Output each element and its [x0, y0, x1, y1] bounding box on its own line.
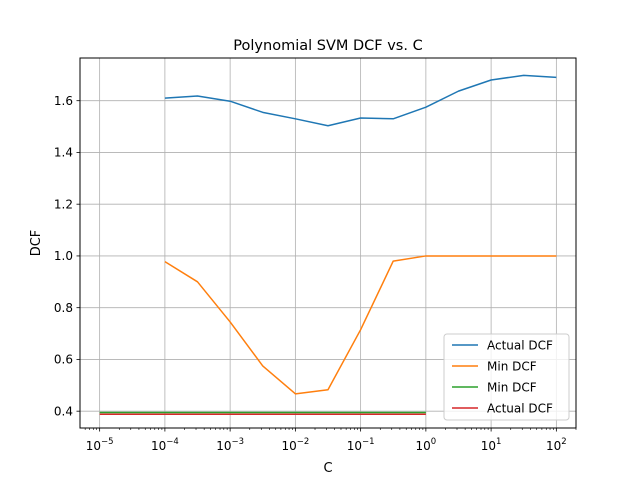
x-tick-exponent: 1	[496, 437, 501, 447]
y-axis: 0.4 0.6 0.8 1.0 1.2 1.4 1.6	[54, 94, 80, 418]
x-tick-exponent: 0	[431, 437, 436, 447]
x-tick-label: 10−5	[86, 437, 114, 453]
x-tick-base: 10	[281, 439, 296, 453]
x-tick-base: 10	[416, 439, 431, 453]
x-tick-exponent: 2	[561, 437, 566, 447]
x-tick-exponent: −3	[232, 437, 245, 447]
legend: Actual DCF Min DCF Min DCF Actual DCF	[443, 333, 570, 421]
x-tick-label: 10−1	[347, 437, 375, 453]
legend-label: Min DCF	[487, 380, 537, 394]
legend-label: Actual DCF	[487, 338, 553, 352]
y-tick-label: 0.6	[54, 353, 73, 367]
x-tick-label: 100	[416, 437, 437, 453]
x-tick-base: 10	[481, 439, 496, 453]
x-tick-exponent: −2	[297, 437, 310, 447]
x-tick-exponent: −4	[166, 437, 179, 447]
x-axis: 10−5 10−4 10−3 10−2 10−1 100 101 102	[84, 428, 577, 453]
y-tick-label: 0.8	[54, 301, 73, 315]
y-tick-label: 1.4	[54, 146, 73, 160]
x-tick-base: 10	[546, 439, 561, 453]
y-axis-label: DCF	[29, 230, 44, 257]
x-tick-label: 10−3	[216, 437, 244, 453]
series-line-1	[164, 255, 557, 395]
legend-label: Actual DCF	[487, 401, 553, 415]
x-tick-base: 10	[216, 439, 231, 453]
x-tick-label: 10−4	[151, 437, 179, 453]
x-tick-base: 10	[151, 439, 166, 453]
x-tick-label: 102	[546, 437, 567, 453]
x-tick-label: 10−2	[281, 437, 309, 453]
series-line-0	[164, 74, 557, 127]
legend-label: Min DCF	[487, 359, 537, 373]
y-tick-label: 1.6	[54, 94, 73, 108]
x-tick-label: 101	[481, 437, 502, 453]
x-tick-exponent: −5	[101, 437, 114, 447]
legend-box	[443, 333, 570, 421]
x-axis-label: C	[323, 461, 332, 476]
x-tick-exponent: −1	[362, 437, 375, 447]
y-tick-label: 1.2	[54, 197, 73, 211]
chart-title: Polynomial SVM DCF vs. C	[233, 38, 422, 54]
series-layer	[99, 74, 557, 416]
y-tick-label: 1.0	[54, 249, 73, 263]
y-tick-label: 0.4	[54, 404, 73, 418]
plot-frame	[79, 57, 577, 429]
x-tick-base: 10	[347, 439, 362, 453]
x-tick-base: 10	[86, 439, 101, 453]
